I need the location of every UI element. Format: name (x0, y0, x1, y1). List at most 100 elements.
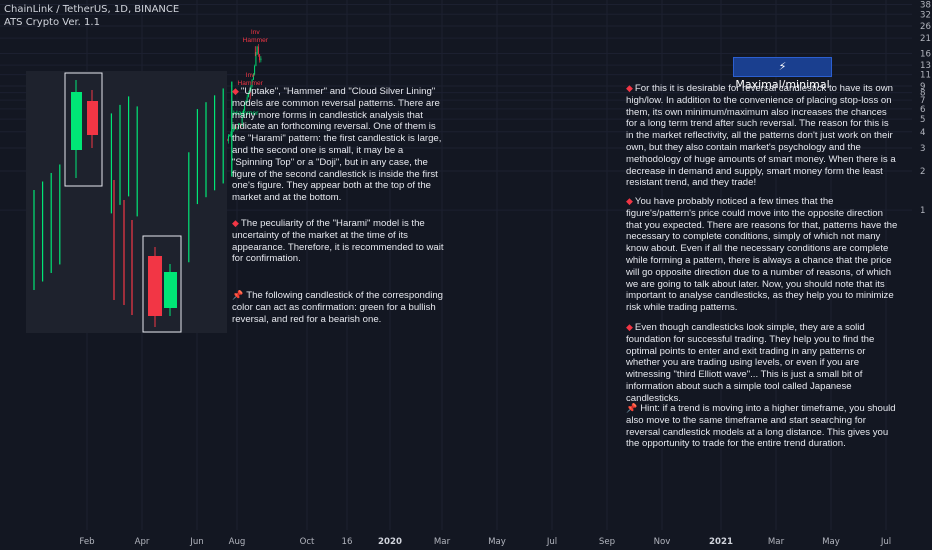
right-text-3-body: Even though candlesticks look simple, th… (626, 322, 875, 404)
right-text-2: ◆ You have probably noticed a few times t… (626, 196, 898, 314)
price-tick-label: 1 (920, 206, 925, 216)
pattern-label-line: Inv (251, 29, 260, 36)
left-text-1-body: "Uptake", "Hammer" and "Cloud Silver Lin… (232, 86, 442, 204)
candle-body (254, 65, 256, 75)
candle-body (240, 124, 242, 126)
time-tick-label: Aug (229, 537, 246, 547)
price-tick-label: 32 (920, 10, 931, 20)
candle-body (244, 103, 246, 111)
left-text-3: 📌 The following candlestick of the corres… (232, 290, 444, 325)
time-tick-label: May (822, 537, 840, 547)
right-text-4: 📌 Hint: if a trend is moving into a highe… (626, 403, 898, 450)
left-text-1: ◆ "Uptake", "Hammer" and "Cloud Silver Li… (232, 86, 444, 204)
symbol-title[interactable]: ChainLink / TetherUS, 1D, BINANCE (4, 4, 180, 15)
candle-body (260, 58, 262, 61)
candle-body (242, 110, 244, 118)
candle-body (245, 100, 247, 104)
time-tick-label: Nov (654, 537, 671, 547)
harami-illustration (26, 71, 233, 333)
time-tick-label: Oct (300, 537, 315, 547)
price-tick-label: 21 (920, 34, 931, 44)
time-tick-label: Jun (189, 537, 203, 547)
time-tick-label: Sep (599, 537, 615, 547)
candle-body (259, 54, 261, 61)
time-tick-label: Feb (79, 537, 94, 547)
candle-body (255, 53, 257, 66)
price-tick-label: 2 (920, 167, 925, 177)
candle-body (256, 46, 258, 54)
maximal-minimal-badge: ⚡ Maximal/minimal (733, 57, 832, 91)
candle-body (246, 97, 248, 101)
price-tick-label: 16 (920, 49, 931, 59)
pattern-label: Hammer (233, 110, 259, 117)
time-tick-label: 2021 (709, 537, 733, 547)
right-text-2-body: You have probably noticed a few times th… (626, 196, 898, 314)
harami-baby-candle (87, 101, 98, 135)
time-tick-label: Apr (135, 537, 150, 547)
diamond-icon: ◆ (626, 322, 633, 332)
harami-baby-candle (164, 272, 177, 308)
candle-body (234, 126, 236, 130)
price-tick-label: 38 (920, 1, 931, 11)
price-tick-label: 5 (920, 115, 925, 125)
price-tick-label: 26 (920, 22, 931, 32)
candle-body (252, 74, 254, 80)
pattern-label-line: Hammer (238, 80, 264, 87)
candle-body (239, 124, 241, 126)
price-tick-label: 4 (920, 128, 925, 138)
diamond-icon: ◆ (626, 196, 633, 206)
price-tick-label: 8 (920, 89, 925, 99)
pin-icon: 📌 (626, 403, 638, 413)
pin-icon: 📌 (232, 290, 244, 300)
candle-body (249, 89, 251, 93)
right-text-3: ◆ Even though candlesticks look simple, t… (626, 322, 898, 405)
right-text-1: ◆ For this it is desirable for reversal c… (626, 83, 898, 189)
price-tick-label: 7 (920, 96, 925, 106)
harami-box-top (64, 72, 103, 187)
time-axis[interactable]: Feb Apr Jun Aug Oct 16 2020 Mar May Jul Sep Nov 2021… (79, 537, 891, 547)
candle-body (250, 85, 252, 90)
pattern-label-line: Hammer (243, 37, 269, 44)
time-tick-label: 2020 (378, 537, 402, 547)
pattern-label-line: Inv (246, 72, 255, 79)
left-text-3-body: The following candlestick of the corresp… (232, 290, 444, 325)
price-tick-label: 13 (920, 61, 931, 71)
indicator-name[interactable]: ATS Crypto Ver. 1.1 (4, 17, 100, 28)
time-tick-label: Mar (434, 537, 451, 547)
price-tick-label: 9 (920, 82, 925, 92)
price-tick-label: 3 (920, 144, 925, 154)
candle-body (235, 126, 237, 128)
left-text-2-body: The peculiarity of the "Harami" model is… (232, 218, 444, 265)
diamond-icon: ◆ (232, 218, 239, 228)
harami-box-bottom (142, 235, 182, 333)
price-tick-label: 6 (920, 105, 925, 115)
candle-body (232, 129, 234, 131)
candle-body (230, 134, 232, 136)
diamond-icon: ◆ (232, 86, 239, 96)
diamond-icon: ◆ (626, 83, 633, 93)
candle-body (229, 135, 231, 137)
time-tick-label: May (488, 537, 506, 547)
time-tick-label: Jul (546, 537, 557, 547)
candle-body (241, 117, 243, 126)
harami-mother-candle (148, 256, 162, 316)
price-tick-label: 11 (920, 71, 931, 81)
candle-body (247, 92, 249, 98)
right-text-4-body: Hint: if a trend is moving into a higher… (626, 403, 896, 450)
harami-mother-candle (71, 92, 82, 150)
time-tick-label: Mar (768, 537, 785, 547)
time-tick-label: Jul (880, 537, 891, 547)
candle-body (237, 124, 239, 128)
candle-body (226, 139, 228, 141)
right-text-1-body: For this it is desirable for reversal ca… (626, 83, 896, 189)
candle-body (227, 135, 229, 141)
candle-body (257, 46, 259, 55)
candle-body (236, 127, 238, 129)
candle-body (251, 79, 253, 86)
time-tick-label: 16 (342, 537, 353, 547)
